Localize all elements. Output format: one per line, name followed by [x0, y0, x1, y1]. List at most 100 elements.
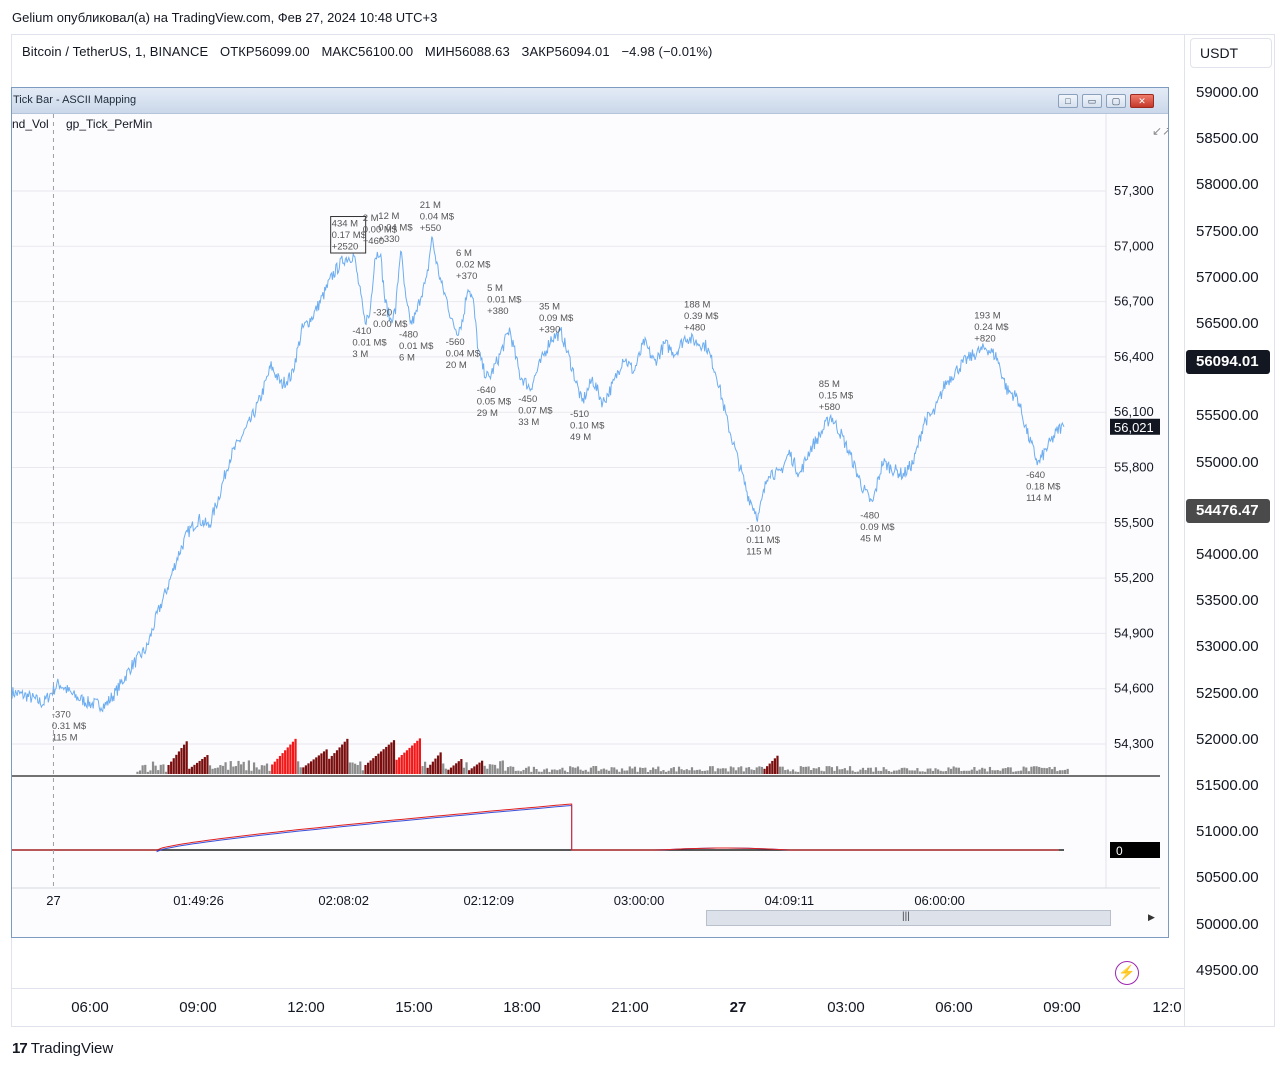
volume-bar [693, 770, 696, 774]
volume-bar [504, 770, 507, 774]
swing-annotation: +370 [456, 271, 477, 282]
minmax-icon[interactable]: ↙↗ [1152, 124, 1168, 138]
volume-bar [170, 761, 173, 774]
volume-bar [760, 766, 764, 774]
swing-annotation: +2520 [332, 242, 359, 253]
volume-bar [605, 769, 608, 774]
symbol-legend[interactable]: Bitcoin / TetherUS, 1, BINANCE ОТКР56099… [22, 44, 720, 59]
volume-bar [149, 770, 152, 774]
inner-time-tick: 03:00:00 [614, 893, 665, 908]
volume-bar [162, 764, 165, 774]
volume-bar [955, 767, 958, 774]
volume-bar [867, 767, 870, 774]
window-restore-button[interactable]: □ [1058, 94, 1078, 108]
price-tick-label: 49500.00 [1196, 961, 1259, 979]
volume-bar [418, 738, 422, 774]
volume-bar [151, 761, 155, 774]
volume-bar [794, 771, 797, 774]
volume-bar [527, 766, 530, 774]
window-minimize-button[interactable]: ▭ [1082, 94, 1102, 108]
swing-annotation: 188 M [684, 300, 710, 311]
window-maximize-button[interactable]: ▢ [1106, 94, 1126, 108]
volume-bar [234, 766, 238, 774]
volume-bar [512, 766, 515, 774]
volume-bar [382, 749, 385, 774]
volume-bar [659, 771, 662, 774]
legend-volume[interactable]: nd_Vol [12, 117, 49, 131]
volume-bar [569, 766, 572, 774]
scroll-right-arrow-icon[interactable]: ▶ [1148, 912, 1155, 922]
window-titlebar[interactable]: Tick Bar - ASCII Mapping □ ▭ ▢ ✕ [12, 88, 1168, 114]
volume-bar [742, 771, 745, 774]
tradingview-logo[interactable]: 17 TradingView [12, 1040, 113, 1057]
volume-bar [496, 768, 499, 774]
volume-bar [545, 768, 548, 774]
swing-annotation: -480 [860, 510, 879, 521]
inner-last-value-label: 56,021 [1114, 420, 1154, 435]
price-tick-label: 50500.00 [1196, 869, 1259, 887]
symbol-name[interactable]: Bitcoin / TetherUS, 1, BINANCE [22, 44, 209, 59]
swing-annotation: 0.31 M$ [52, 721, 87, 732]
volume-bar [900, 767, 903, 774]
volume-bar [260, 765, 263, 774]
volume-bar [696, 769, 699, 774]
volume-bar [312, 759, 315, 774]
volume-bar [338, 747, 341, 774]
volume-bar [146, 771, 149, 774]
lower-value-badge [1110, 842, 1160, 858]
volume-bar [302, 767, 305, 774]
volume-bar [709, 766, 712, 774]
price-tick-label: 57500.00 [1196, 222, 1259, 240]
volume-bar [245, 770, 248, 774]
volume-bar [869, 767, 872, 774]
volume-bar [610, 767, 613, 774]
swing-annotation: +480 [684, 323, 705, 334]
volume-bar [921, 771, 924, 774]
volume-bar [522, 769, 525, 774]
volume-bar [322, 751, 326, 774]
volume-bar [1006, 767, 1010, 774]
volume-bar [216, 767, 219, 774]
currency-button[interactable]: USDT [1190, 38, 1272, 68]
volume-bar [224, 762, 227, 774]
window-close-button[interactable]: ✕ [1130, 94, 1154, 108]
lightning-icon[interactable]: ⚡ [1115, 961, 1139, 985]
volume-bar [299, 767, 302, 774]
volume-bar [986, 771, 989, 774]
volume-bar [654, 769, 657, 774]
volume-bar [1064, 769, 1067, 774]
legend-tick-per-min[interactable]: gp_Tick_PerMin [66, 117, 153, 131]
volume-bar [714, 771, 717, 774]
volume-bar [387, 744, 390, 774]
volume-bar [434, 758, 437, 774]
swing-annotation: 115 M [746, 546, 772, 557]
inner-price-tick: 54,600 [1114, 681, 1154, 696]
volume-bar [766, 766, 769, 774]
volume-bar [561, 767, 564, 774]
price-tick-label: 58000.00 [1196, 176, 1259, 194]
volume-bar [804, 766, 808, 774]
volume-bar [973, 767, 976, 774]
scroll-grip-icon[interactable]: ||| [902, 911, 910, 922]
volume-bar [846, 770, 849, 774]
volume-bar [297, 761, 300, 774]
volume-bar [1058, 770, 1062, 774]
volume-bar [589, 767, 593, 774]
volume-bar [652, 767, 655, 774]
volume-bar [949, 768, 953, 774]
volume-bar [698, 769, 701, 774]
volume-bar [138, 770, 142, 774]
time-tick-label: 15:00 [395, 999, 433, 1016]
horizontal-scrollbar[interactable] [706, 910, 1111, 926]
volume-bar [918, 771, 922, 774]
volume-bar [758, 766, 761, 774]
volume-bar [908, 770, 911, 774]
price-tick-label: 55000.00 [1196, 453, 1259, 471]
swing-annotation: +390 [539, 324, 560, 335]
volume-bar [716, 768, 719, 774]
swing-annotation: 5 M [487, 283, 503, 294]
swing-annotation: +580 [819, 402, 840, 413]
volume-bar [203, 757, 206, 774]
volume-bar [423, 761, 427, 774]
